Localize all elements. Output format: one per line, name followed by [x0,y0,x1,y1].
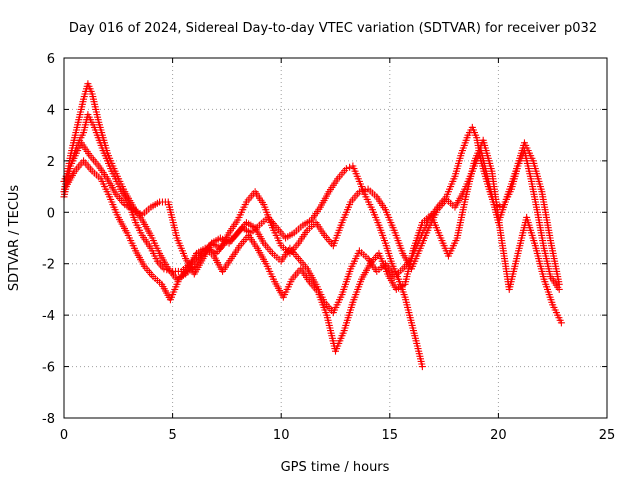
series-3 [62,136,565,355]
y-tick-label: -6 [42,361,55,376]
x-tick-label: 20 [490,428,507,443]
y-tick-label: 2 [47,155,55,170]
data-point-marker [355,188,363,196]
plot-frame [63,57,608,419]
data-point-marker [342,165,350,173]
series-2 [60,139,563,288]
x-tick-label: 5 [168,428,176,443]
data-point-marker [418,363,426,371]
y-tick-label: 4 [47,103,55,118]
x-tick-label: 0 [60,428,68,443]
y-tick-label: -2 [42,258,55,273]
x-axis-label: GPS time / hours [281,460,390,475]
data-points [60,80,565,371]
y-tick-label: 0 [47,206,55,221]
y-tick-label: -8 [42,412,55,427]
chart-title: Day 016 of 2024, Sidereal Day-to-day VTE… [69,21,597,36]
y-axis-label: SDTVAR / TECUs [7,185,22,292]
y-tick-label: -4 [42,309,55,324]
data-point-marker [358,187,366,195]
axis-ticks: 0 5 10 15 20 25 -8 -6 -4 -2 0 2 4 6 [42,52,615,443]
data-point-marker [557,319,565,327]
data-point-marker [346,163,354,171]
x-tick-label: 10 [273,428,290,443]
data-point-marker [361,186,369,194]
x-tick-label: 15 [382,428,399,443]
y-tick-label: 6 [47,52,55,67]
x-tick-label: 25 [599,428,616,443]
data-point-marker [555,280,563,288]
